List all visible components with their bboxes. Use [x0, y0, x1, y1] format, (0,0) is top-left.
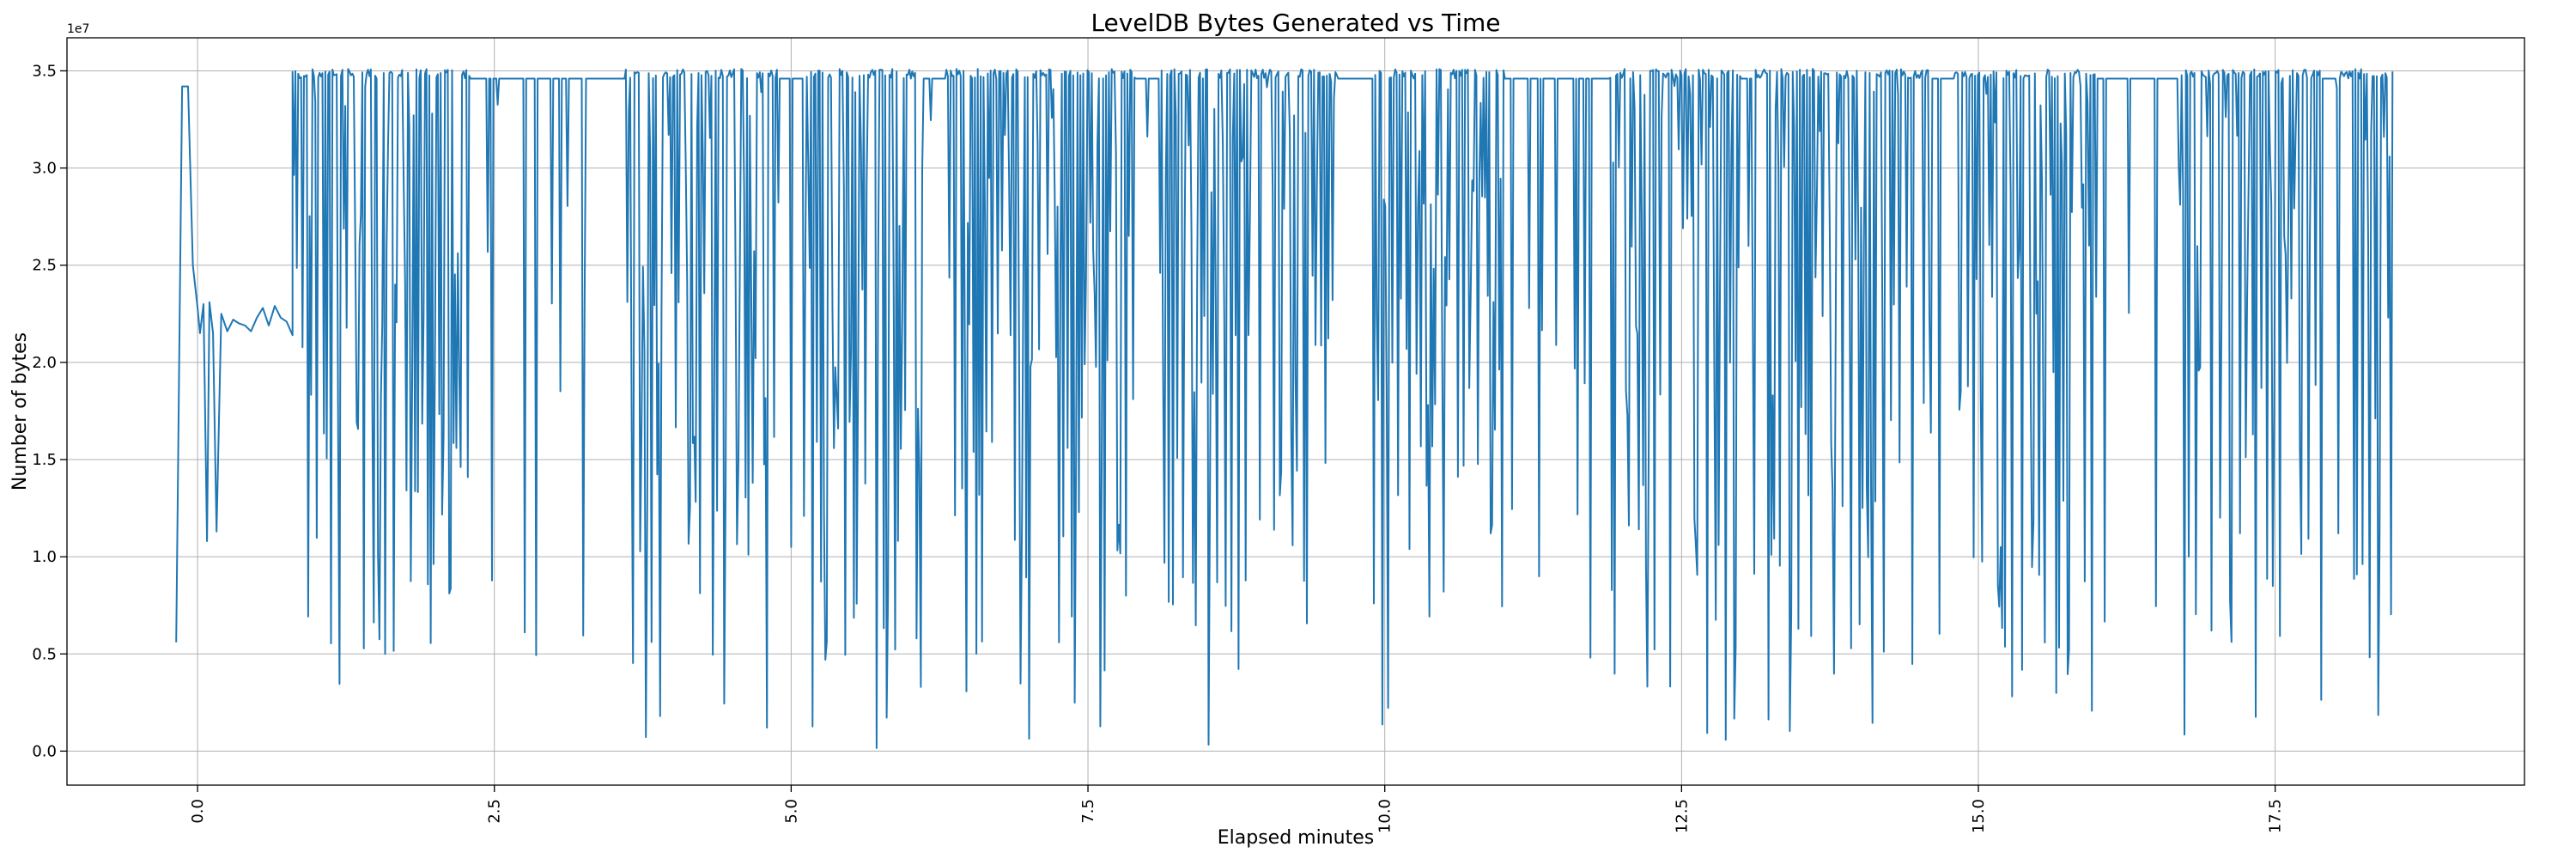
- y-tick-label: 3.5: [32, 62, 57, 80]
- y-tick-label: 2.5: [32, 257, 57, 275]
- series-line-bytes: [175, 68, 2394, 749]
- x-tick-label: 17.5: [2267, 799, 2285, 833]
- x-tick-label: 10.0: [1376, 799, 1394, 833]
- x-tick-label: 12.5: [1673, 799, 1691, 833]
- x-tick-label: 5.0: [782, 799, 800, 824]
- series-layer: [175, 68, 2394, 749]
- y-axis-offset-label: 1e7: [67, 22, 89, 36]
- x-tick-label: 15.0: [1970, 799, 1988, 833]
- x-tick-label: 0.0: [189, 799, 207, 824]
- y-tick-label: 1.0: [32, 548, 57, 566]
- chart-title: LevelDB Bytes Generated vs Time: [1091, 9, 1500, 37]
- y-tick-label: 3.0: [32, 160, 57, 178]
- ticks: 0.0 2.5 5.0 7.5 10.0 12.5 15.0 17.5 0.0 0.5 1.0 1.5…: [32, 62, 2284, 833]
- y-axis-label: Number of bytes: [9, 332, 31, 490]
- plot-area-frame: [66, 37, 2525, 786]
- x-axis-label: Elapsed minutes: [1218, 827, 1374, 849]
- y-tick-label: 2.0: [32, 354, 57, 372]
- x-tick-label: 7.5: [1079, 799, 1097, 824]
- y-tick-label: 0.0: [32, 742, 57, 760]
- x-tick-label: 2.5: [486, 799, 504, 824]
- y-tick-label: 0.5: [32, 645, 57, 663]
- y-tick-label: 1.5: [32, 451, 57, 469]
